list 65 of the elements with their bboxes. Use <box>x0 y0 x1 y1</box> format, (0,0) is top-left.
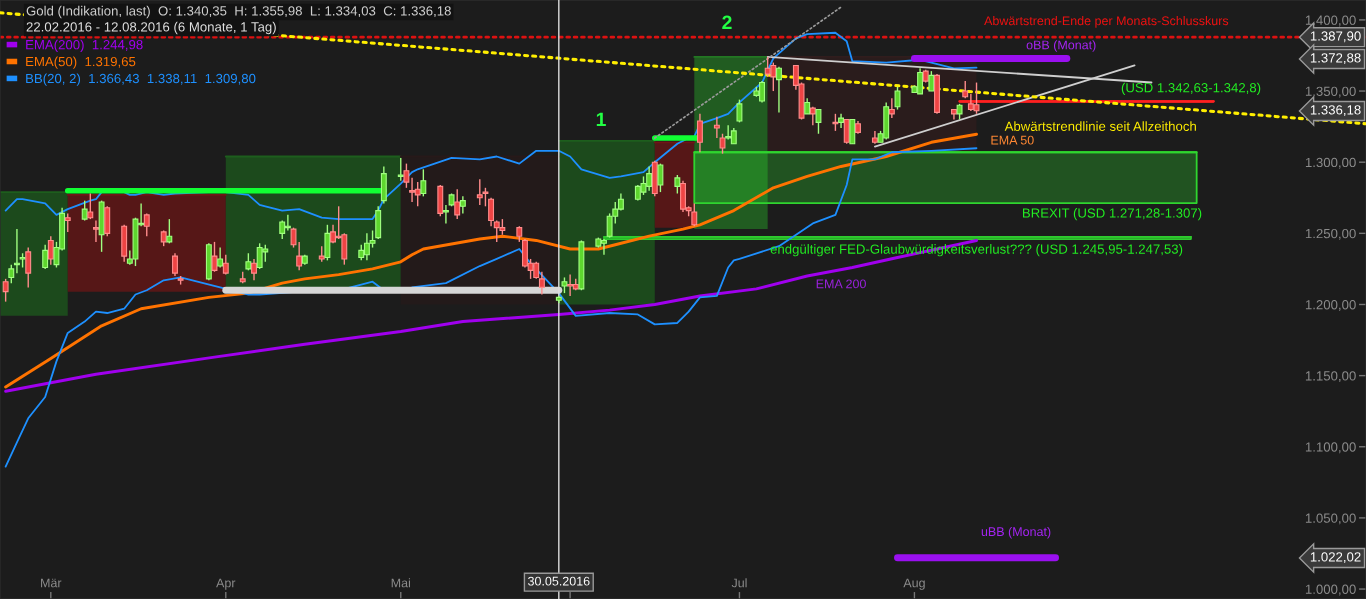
annotation: EMA 200 <box>816 279 866 289</box>
candlestick <box>143 212 150 237</box>
annotation: Abwärtstrendlinie seit Allzeithoch <box>1004 121 1196 131</box>
candlestick <box>93 219 99 243</box>
candlestick <box>397 157 404 182</box>
y-tick-label: 1.000,00 <box>1305 584 1356 596</box>
annotation: oBB (Monat) <box>1026 40 1096 52</box>
annotation: Abwärtstrend-Ende per Monats-Schlusskurs <box>984 16 1229 28</box>
legend-label: EMA(200) 1.244,98 <box>26 39 143 52</box>
y-tick-label: 1.200,00 <box>1305 300 1356 311</box>
legend-label: BB(20, 2) 1.366,43 1.338,11 1.309,80 <box>26 73 256 86</box>
candlestick <box>442 204 449 225</box>
candlestick <box>81 199 88 222</box>
candlestick <box>251 258 257 281</box>
annotation: 1.022,02 <box>1310 552 1361 564</box>
y-tick-label: 1.400,00 <box>1305 15 1356 27</box>
candlestick <box>894 86 901 111</box>
candlestick <box>454 188 461 220</box>
y-tick-label: 1.100,00 <box>1305 442 1356 454</box>
y-tick-label: 1.150,00 <box>1305 371 1356 383</box>
annotation: uBB (Monat) <box>981 526 1051 539</box>
y-tick-label: 1.300,00 <box>1305 157 1356 169</box>
candlestick <box>211 241 218 273</box>
ref-line-label: 30.05.2016 <box>528 576 590 586</box>
x-tick-label: Jul <box>731 578 747 588</box>
chart-title: Gold (Indikation, last) O: 1.340,35 H: 1.355,98 L: 1.334,03 C: 1.336,18 <box>26 5 451 19</box>
candlestick <box>222 253 229 276</box>
candlestick <box>420 168 427 198</box>
candlestick <box>815 108 822 135</box>
legend-label: EMA(50) 1.319,65 <box>26 56 136 69</box>
annotation: (USD 1.342,63-1.342,8) <box>1121 82 1261 95</box>
candlestick <box>657 162 664 193</box>
annotation: 1.372,88 <box>1310 53 1361 65</box>
y-tick-label: 1.050,00 <box>1305 513 1356 525</box>
x-tick-label: Aug <box>903 578 925 590</box>
candlestick <box>403 162 410 189</box>
candlestick <box>64 212 71 233</box>
candlestick <box>166 218 173 244</box>
candlestick <box>696 113 703 153</box>
candlestick <box>776 66 782 114</box>
candlestick <box>674 174 681 195</box>
candlestick <box>8 263 15 284</box>
candlestick <box>567 273 574 297</box>
y-tick-label: 1.350,00 <box>1305 86 1356 98</box>
candlestick <box>928 70 935 92</box>
x-tick-label: Mai <box>391 578 410 588</box>
candlestick <box>42 244 49 270</box>
candlestick <box>87 192 94 220</box>
candlestick <box>888 97 895 119</box>
candlestick <box>2 278 9 303</box>
candlestick <box>25 246 32 289</box>
candlestick <box>538 271 545 296</box>
y-tick-label: 1.250,00 <box>1305 228 1356 240</box>
annotation: 2 <box>722 15 732 30</box>
annotation: EMA 50 <box>991 135 1034 145</box>
candlestick <box>488 197 495 227</box>
ref-line-label: 1.387,90 <box>1310 31 1361 43</box>
candlestick <box>172 252 178 277</box>
candlestick <box>47 235 54 266</box>
annotation: 1 <box>596 112 606 127</box>
annotation: 1.336,18 <box>1310 105 1361 117</box>
x-tick-label: Mär <box>41 578 62 588</box>
x-tick-label: Apr <box>216 578 236 590</box>
annotation: BREXIT (USD 1.271,28-1.307) <box>1022 208 1202 221</box>
text: 22.02.2016 - 12.08.2016 (6 Monate, 1 Tag) <box>26 21 276 35</box>
